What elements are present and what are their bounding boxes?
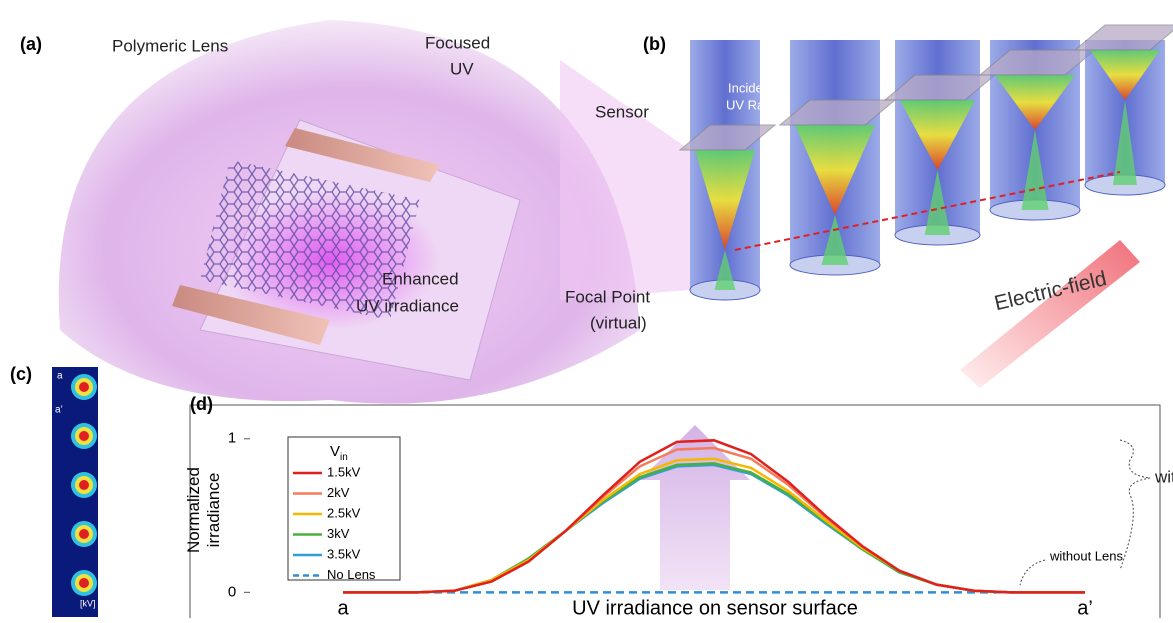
legend-label: 3kV [327,526,350,541]
legend-label: 3.5kV [327,546,361,561]
voltage-label: 2.5 [105,482,119,493]
panel-b-art [560,25,1173,388]
legend-label: 2.5kV [327,505,361,520]
spot-core [79,382,89,392]
spot-core [79,529,89,539]
x-axis-label: UV irradiance on sensor surface [572,597,858,618]
legend-label: 1.5kV [327,464,361,479]
x-tick-label: a [337,597,349,618]
figure: (a) Polymeric Lens Focused UV Enhanced U… [0,0,1173,618]
c-label: a [57,371,63,382]
voltage-label: 3.0 [105,531,119,542]
brace [1120,440,1150,570]
annotation: Enhanced [382,269,459,288]
annotation: Focused [425,33,490,52]
y-axis-label: Normalizedirradiance [184,467,223,553]
annotation: UV Rays [726,97,778,112]
spot-core [79,431,89,441]
panel-label: (b) [643,34,666,54]
c-label: a’ [55,405,63,416]
spot-core [79,578,89,588]
y-tick-label: 0 [228,583,236,600]
annotation: without Lens [1049,548,1123,563]
c-unit: [kV] [80,598,96,608]
annotation: Sensor [595,102,649,121]
legend-label: 2kV [327,485,350,500]
voltage-label: 3.5 [105,580,119,591]
annotation: Incident [728,80,774,95]
annotation: UV irradiance [356,296,459,315]
voltage-label: 1.5 [105,384,119,395]
legend-label: No Lens [327,567,376,582]
pointer [1020,560,1045,585]
annotation: UV [450,59,474,78]
y-tick-label: 1 [228,430,236,447]
annotation: Focal Point [565,287,650,306]
annotation: Polymeric Lens [112,36,228,55]
panel-label: (d) [190,394,213,414]
panel-label: (a) [20,34,42,54]
x-tick-label: a’ [1077,597,1093,618]
voltage-label: 2.0 [105,433,119,444]
body: (a) Polymeric Lens Focused UV Enhanced U… [0,0,1173,623]
annotation: (virtual) [590,313,647,332]
panel-label: (c) [10,364,32,384]
annotation: with Lens [1154,467,1173,486]
page: {"panel_a": {"label": "(a)", "lens": "Po… [0,0,1173,623]
spot-core [79,480,89,490]
